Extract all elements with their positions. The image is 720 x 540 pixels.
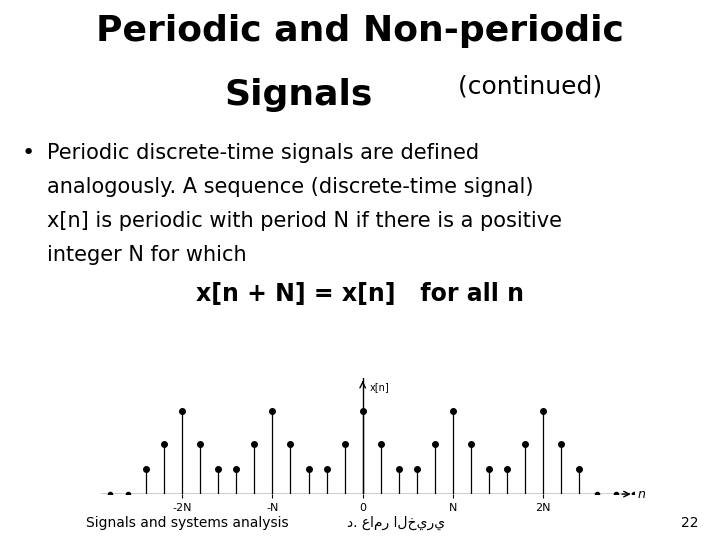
Text: x[n]: x[n] bbox=[370, 382, 390, 392]
Text: د. عامر الخيري: د. عامر الخيري bbox=[347, 516, 445, 530]
Text: Signals: Signals bbox=[225, 78, 373, 112]
Text: Periodic discrete-time signals are defined: Periodic discrete-time signals are defin… bbox=[47, 143, 479, 163]
Text: •: • bbox=[22, 143, 35, 163]
Text: Signals and systems analysis: Signals and systems analysis bbox=[86, 516, 289, 530]
Text: Periodic and Non-periodic: Periodic and Non-periodic bbox=[96, 14, 624, 48]
Text: analogously. A sequence (discrete-time signal): analogously. A sequence (discrete-time s… bbox=[47, 177, 534, 197]
Text: 22: 22 bbox=[681, 516, 698, 530]
Text: n: n bbox=[637, 488, 645, 501]
Text: x[n + N] = x[n]   for all n: x[n + N] = x[n] for all n bbox=[196, 282, 524, 306]
Text: (continued): (continued) bbox=[450, 75, 602, 98]
Text: x[n] is periodic with period N if there is a positive: x[n] is periodic with period N if there … bbox=[47, 211, 562, 231]
Text: integer N for which: integer N for which bbox=[47, 245, 246, 265]
